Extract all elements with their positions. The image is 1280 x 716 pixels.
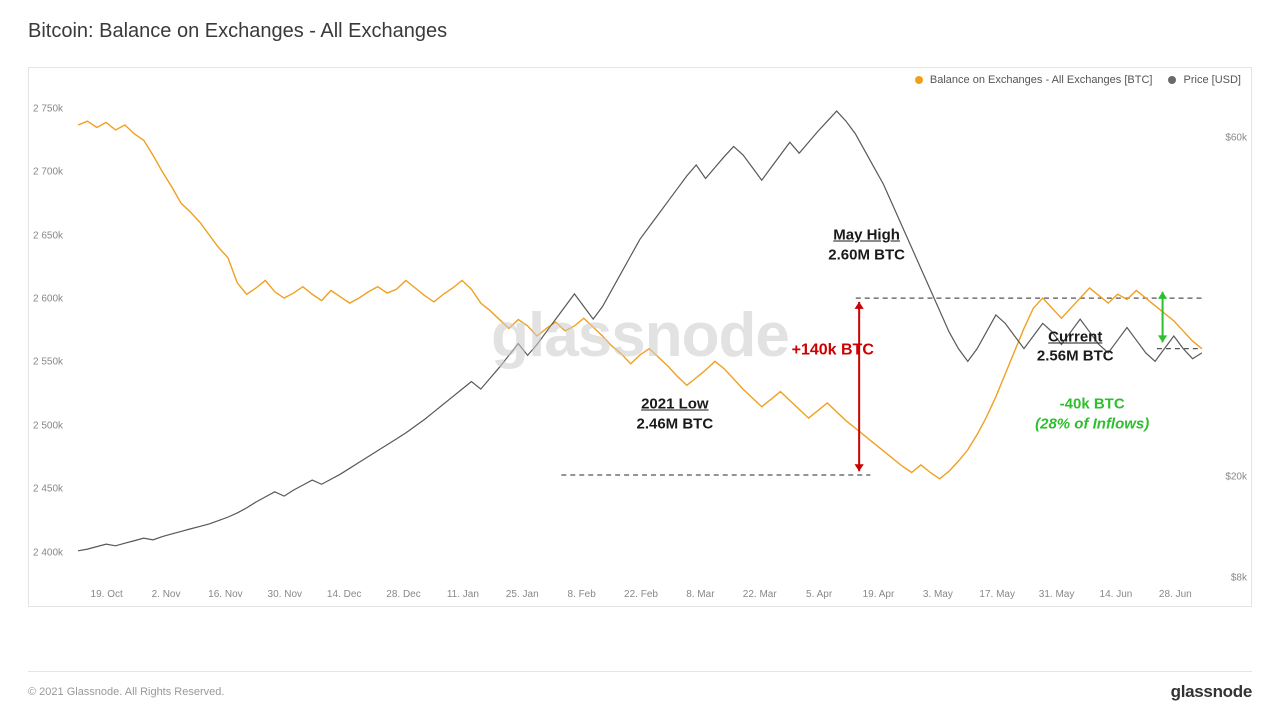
xtick: 14. Jun	[1100, 589, 1133, 600]
ytick-left: 2 600k	[33, 293, 63, 304]
ytick-right: $20k	[1225, 471, 1247, 482]
xtick: 19. Apr	[863, 589, 895, 600]
annotation-may-high: May High2.60M BTC	[828, 226, 905, 265]
xtick: 22. Mar	[743, 589, 777, 600]
ytick-left: 2 400k	[33, 547, 63, 558]
brand-logo: glassnode	[1171, 682, 1252, 702]
footer: © 2021 Glassnode. All Rights Reserved. g…	[28, 671, 1252, 702]
xtick: 30. Nov	[268, 589, 302, 600]
ytick-left: 2 700k	[33, 167, 63, 178]
xtick: 28. Dec	[386, 589, 420, 600]
xtick: 8. Feb	[567, 589, 595, 600]
ytick-left: 2 550k	[33, 357, 63, 368]
ytick-right: $8k	[1231, 573, 1247, 584]
annotation-gain-140: +140k BTC	[792, 341, 874, 362]
xtick: 25. Jan	[506, 589, 539, 600]
xtick: 28. Jun	[1159, 589, 1192, 600]
xtick: 11. Jan	[447, 589, 479, 600]
annotation-loss-40: -40k BTC(28% of Inflows)	[1035, 395, 1149, 434]
annotation-current: Current2.56M BTC	[1037, 327, 1114, 366]
ytick-right: $60k	[1225, 133, 1247, 144]
chart-title: Bitcoin: Balance on Exchanges - All Exch…	[28, 20, 1252, 43]
ytick-left: 2 500k	[33, 420, 63, 431]
annotation-low-2021: 2021 Low2.46M BTC	[636, 395, 713, 434]
ytick-left: 2 450k	[33, 484, 63, 495]
copyright: © 2021 Glassnode. All Rights Reserved.	[28, 686, 224, 698]
ytick-left: 2 750k	[33, 103, 63, 114]
chart-area: Balance on Exchanges - All Exchanges [BT…	[28, 67, 1252, 607]
xtick: 17. May	[979, 589, 1015, 600]
xtick: 19. Oct	[91, 589, 123, 600]
xtick: 5. Apr	[806, 589, 832, 600]
ytick-left: 2 650k	[33, 230, 63, 241]
xtick: 31. May	[1039, 589, 1075, 600]
xtick: 2. Nov	[152, 589, 181, 600]
xtick: 22. Feb	[624, 589, 658, 600]
xtick: 8. Mar	[686, 589, 714, 600]
xtick: 14. Dec	[327, 589, 361, 600]
xtick: 16. Nov	[208, 589, 242, 600]
xtick: 3. May	[923, 589, 953, 600]
